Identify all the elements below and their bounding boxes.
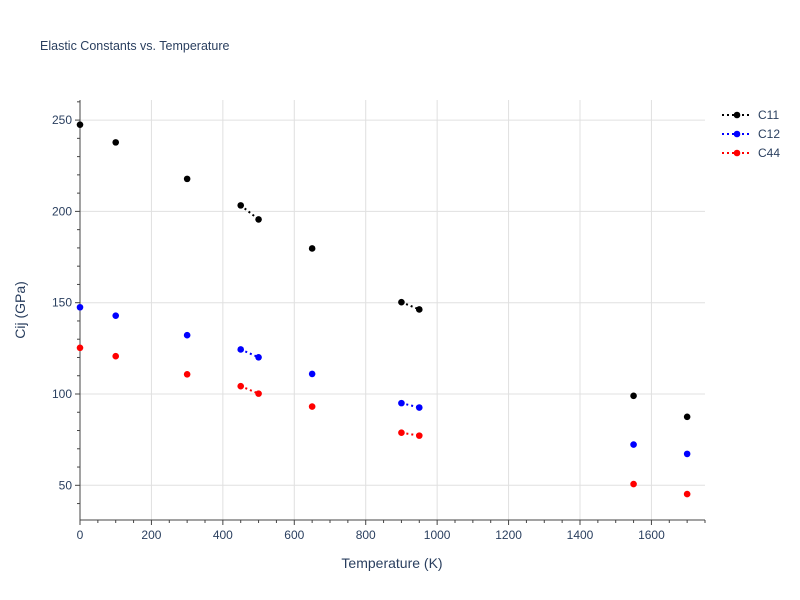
legend-item-c44[interactable]: C44 (722, 146, 780, 160)
x-tick-label: 1000 (424, 528, 451, 542)
data-point-c12 (112, 312, 120, 319)
x-tick-label: 1200 (495, 528, 522, 542)
legend[interactable]: C11 C12 C44 (722, 108, 780, 160)
y-axis-title: Cij (GPa) (12, 281, 28, 339)
legend-item-c11[interactable]: C11 (722, 108, 779, 122)
x-tick-label: 0 (77, 528, 84, 542)
data-point-c44 (255, 390, 262, 397)
data-point-c44 (398, 429, 405, 437)
y-tick-label: 150 (52, 296, 72, 310)
data-point-c11 (76, 121, 84, 128)
legend-label: C11 (758, 108, 779, 122)
y-tick-label: 200 (52, 204, 72, 218)
data-point-c12 (683, 450, 691, 458)
data-point-c44 (183, 370, 191, 378)
data-point-c12 (308, 370, 316, 378)
data-point-c44 (415, 432, 423, 439)
x-tick-label: 800 (356, 528, 376, 542)
data-point-c11 (630, 392, 637, 400)
data-point-c11 (308, 245, 316, 252)
data-point-c11 (683, 413, 691, 421)
data-point-c12 (255, 353, 262, 361)
data-point-c12 (630, 441, 637, 448)
data-point-c44 (237, 382, 245, 390)
x-tick-label: 600 (284, 528, 304, 542)
data-point-c11 (398, 298, 405, 306)
legend-label: C12 (758, 127, 780, 141)
data-point-c44 (76, 344, 84, 352)
y-tick-label: 250 (52, 113, 72, 127)
data-point-c11 (112, 139, 120, 146)
y-tick-label: 50 (59, 478, 73, 492)
data-point-c11 (183, 175, 191, 183)
x-axis-title: Temperature (K) (341, 555, 442, 571)
legend-label: C44 (758, 146, 780, 160)
x-tick-label: 200 (141, 528, 161, 542)
data-point-c44 (683, 490, 691, 498)
data-point-c12 (415, 404, 423, 411)
legend-item-c12[interactable]: C12 (722, 127, 780, 141)
data-point-c12 (76, 303, 84, 311)
legend-marker (733, 149, 741, 157)
x-tick-label: 1400 (567, 528, 594, 542)
data-point-c44 (112, 352, 120, 360)
legend-marker (733, 111, 741, 119)
data-point-c11 (255, 216, 262, 223)
x-tick-label: 1600 (638, 528, 665, 542)
x-tick-label: 400 (213, 528, 233, 542)
grid (80, 100, 705, 520)
plot-area (76, 121, 691, 498)
chart-title: Elastic Constants vs. Temperature (40, 39, 229, 53)
data-point-c12 (398, 399, 405, 407)
y-tick-label: 100 (52, 387, 72, 401)
data-point-c12 (183, 331, 191, 339)
legend-marker (733, 130, 741, 138)
data-point-c44 (630, 480, 637, 488)
data-point-c11 (237, 202, 245, 209)
series-c11-line (240, 204, 260, 221)
data-point-c12 (237, 346, 245, 353)
data-point-c44 (308, 403, 316, 410)
data-point-c11 (415, 306, 423, 313)
